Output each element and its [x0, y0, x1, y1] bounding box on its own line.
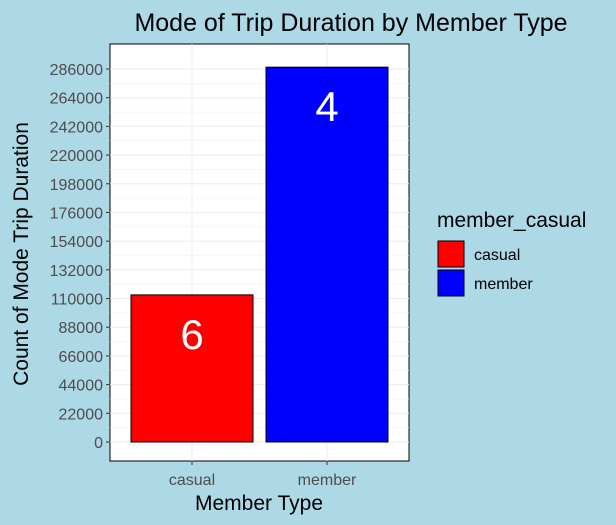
data-label-casual: 6 — [180, 311, 203, 358]
y-tick-label: 0 — [94, 435, 103, 452]
y-tick-label: 154000 — [50, 234, 103, 251]
legend-key-member — [437, 269, 465, 297]
y-tick-label: 176000 — [50, 205, 103, 222]
x-tick-labels: casual member — [169, 472, 357, 489]
x-tick-label: casual — [169, 472, 215, 489]
y-tick-label: 88000 — [59, 320, 104, 337]
bar-member — [265, 66, 389, 443]
legend: member_casual casual member — [437, 209, 586, 297]
y-tick-label: 264000 — [50, 91, 103, 108]
y-tick-label: 22000 — [59, 406, 104, 423]
y-tick-label: 198000 — [50, 177, 103, 194]
x-axis-title: Member Type — [195, 492, 323, 515]
y-tick-label: 286000 — [50, 62, 103, 79]
legend-title: member_casual — [437, 209, 586, 232]
y-tick-labels: 0 22000 44000 66000 88000 110000 132000 154000 1… — [50, 62, 103, 452]
legend-label-member: member — [474, 276, 533, 293]
y-tick-label: 242000 — [50, 119, 103, 136]
legend-label-casual: casual — [474, 247, 520, 264]
y-tick-label: 66000 — [59, 349, 104, 366]
legend-key-casual — [437, 240, 465, 268]
x-tick-label: member — [298, 472, 357, 489]
y-tick-label: 44000 — [59, 378, 104, 395]
y-axis-title: Count of Mode Trip Duration — [10, 122, 33, 386]
y-tick-label: 132000 — [50, 263, 103, 280]
y-tick-label: 110000 — [51, 292, 103, 309]
chart-title: Mode of Trip Duration by Member Type — [134, 9, 567, 37]
y-tick-label: 220000 — [50, 148, 103, 165]
data-label-member: 4 — [315, 83, 338, 130]
bar-casual — [130, 294, 254, 443]
bars: 64 — [130, 66, 389, 443]
